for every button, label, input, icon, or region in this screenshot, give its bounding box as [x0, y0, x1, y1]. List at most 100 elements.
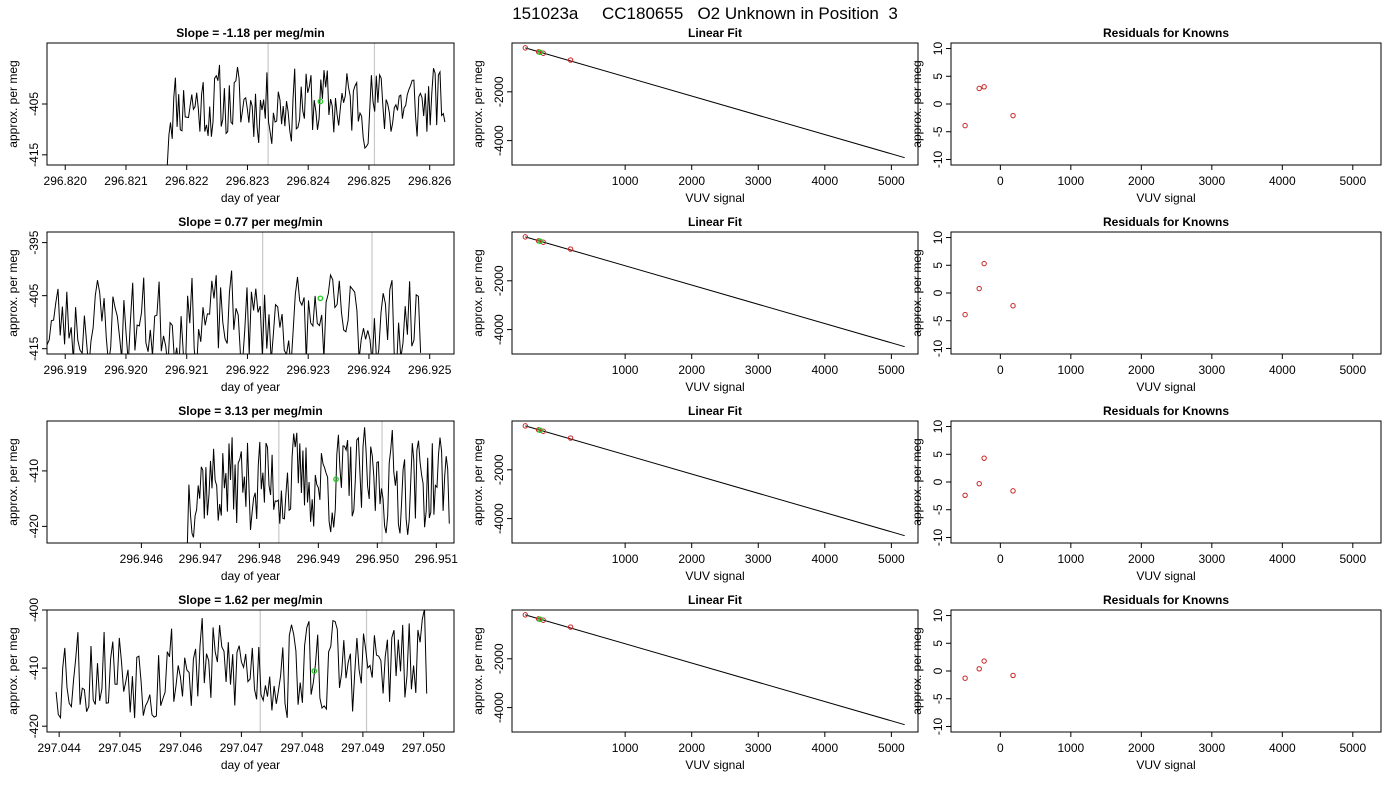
- x-tick-label: 2000: [1128, 741, 1155, 755]
- x-tick-label: 1000: [1057, 363, 1084, 377]
- y-tick-label: 10: [931, 420, 945, 434]
- y-axis-label: approx. per meg: [6, 249, 20, 336]
- y-tick-label: -2000: [492, 265, 506, 296]
- y-tick-label: -405: [27, 92, 41, 116]
- x-tick-label: 296.949: [297, 552, 341, 566]
- residual-point: [981, 658, 987, 664]
- plot-frame: [46, 42, 455, 166]
- y-tick-label: -405: [27, 283, 41, 307]
- x-tick-label: 4000: [1269, 552, 1296, 566]
- known-point: [522, 234, 529, 240]
- fit-line: [525, 425, 905, 537]
- y-axis-label: approx. per meg: [471, 249, 485, 336]
- plot-area: [962, 658, 1016, 681]
- plot-frame: [46, 420, 455, 544]
- y-tick-label: -395: [27, 230, 41, 254]
- x-tick-label: 296.921: [165, 363, 209, 377]
- panel-residuals-row-4: Residuals for Knowns 0 1000 2000 3000 4000 500…: [910, 593, 1382, 772]
- x-tick-label: 3000: [1198, 552, 1225, 566]
- x-tick-label: 4000: [1269, 363, 1296, 377]
- known-point: [540, 617, 546, 623]
- y-tick-label: -2000: [492, 76, 506, 107]
- x-tick-label: 296.919: [44, 363, 88, 377]
- x-axis-label: VUV signal: [685, 191, 744, 205]
- residual-point: [1010, 112, 1016, 119]
- unknown-mean-point: [311, 668, 318, 674]
- x-tick-label: 297.044: [37, 741, 81, 755]
- x-tick-label: 296.951: [415, 552, 459, 566]
- x-tick-label: 2000: [1128, 363, 1155, 377]
- unknown-point: [537, 616, 543, 623]
- x-axis-label: VUV signal: [1136, 758, 1195, 772]
- y-tick-label: -420: [27, 714, 41, 738]
- y-tick-label: -2000: [492, 454, 506, 485]
- residual-point: [1010, 303, 1016, 309]
- x-tick-label: 296.824: [287, 174, 331, 188]
- y-axis-label: approx. per meg: [6, 60, 20, 147]
- x-tick-label: 296.947: [179, 552, 223, 566]
- residual-point: [976, 666, 982, 672]
- x-tick-label: 296.948: [238, 552, 282, 566]
- x-tick-label: 0: [997, 174, 1004, 188]
- y-tick-label: -10: [931, 717, 945, 735]
- data-series-line: [166, 64, 446, 165]
- y-tick-label: -415: [27, 336, 41, 360]
- plot-frame: [511, 42, 919, 166]
- plot-frame: [46, 609, 455, 733]
- x-tick-label: 3000: [745, 552, 772, 566]
- x-tick-label: 297.046: [159, 741, 203, 755]
- x-tick-label: 3000: [1198, 741, 1225, 755]
- y-tick-label: -5: [931, 315, 945, 326]
- x-tick-label: 2000: [1128, 174, 1155, 188]
- fit-line: [525, 236, 905, 348]
- x-axis-label: day of year: [221, 380, 280, 394]
- x-tick-label: 1000: [612, 363, 639, 377]
- y-tick-label: 10: [931, 609, 945, 623]
- x-tick-label: 2000: [1128, 552, 1155, 566]
- x-tick-label: 297.045: [98, 741, 142, 755]
- unknown-mean-point: [317, 295, 324, 302]
- x-tick-label: 5000: [1339, 741, 1366, 755]
- x-tick-label: 5000: [878, 174, 905, 188]
- x-tick-label: 1000: [612, 174, 639, 188]
- x-tick-label: 4000: [1269, 174, 1296, 188]
- panel-title: Linear Fit: [688, 26, 742, 40]
- panel-fit-row-2: Linear Fit 1000 2000 3000 4000 5000 VUV signal…: [471, 215, 919, 394]
- residual-point: [962, 492, 968, 499]
- panels-grid: Slope = -1.18 per meg/min 296.820 296.821 2…: [6, 26, 1382, 772]
- x-tick-label: 4000: [811, 552, 838, 566]
- x-tick-label: 5000: [878, 741, 905, 755]
- x-tick-label: 296.950: [356, 552, 400, 566]
- plot-frame: [511, 420, 919, 544]
- plot-area: [522, 234, 905, 348]
- residual-point: [981, 455, 987, 461]
- x-tick-label: 297.048: [280, 741, 324, 755]
- panel-title: Residuals for Knowns: [1103, 215, 1229, 229]
- x-tick-label: 5000: [1339, 552, 1366, 566]
- x-tick-label: 296.924: [347, 363, 391, 377]
- x-tick-label: 3000: [745, 741, 772, 755]
- fit-line: [525, 614, 905, 726]
- unknown-point: [537, 427, 543, 434]
- residual-point: [962, 122, 968, 129]
- unknown-point: [537, 49, 543, 56]
- x-tick-label: 3000: [1198, 363, 1225, 377]
- x-tick-label: 3000: [745, 174, 772, 188]
- plot-frame: [511, 231, 919, 355]
- x-axis-label: VUV signal: [685, 758, 744, 772]
- y-axis-label: approx. per meg: [910, 438, 924, 525]
- y-axis-label: approx. per meg: [910, 627, 924, 714]
- y-tick-label: -2000: [492, 643, 506, 674]
- known-point: [540, 239, 546, 245]
- plot-frame: [511, 609, 919, 733]
- y-tick-label: -415: [27, 143, 41, 167]
- plot-area: [166, 43, 446, 165]
- plot-frame: [950, 42, 1382, 166]
- x-tick-label: 2000: [678, 363, 705, 377]
- x-axis-label: day of year: [221, 569, 280, 583]
- x-tick-label: 297.049: [341, 741, 385, 755]
- x-tick-label: 4000: [1269, 741, 1296, 755]
- x-axis-label: VUV signal: [1136, 569, 1195, 583]
- plot-area: [186, 421, 450, 543]
